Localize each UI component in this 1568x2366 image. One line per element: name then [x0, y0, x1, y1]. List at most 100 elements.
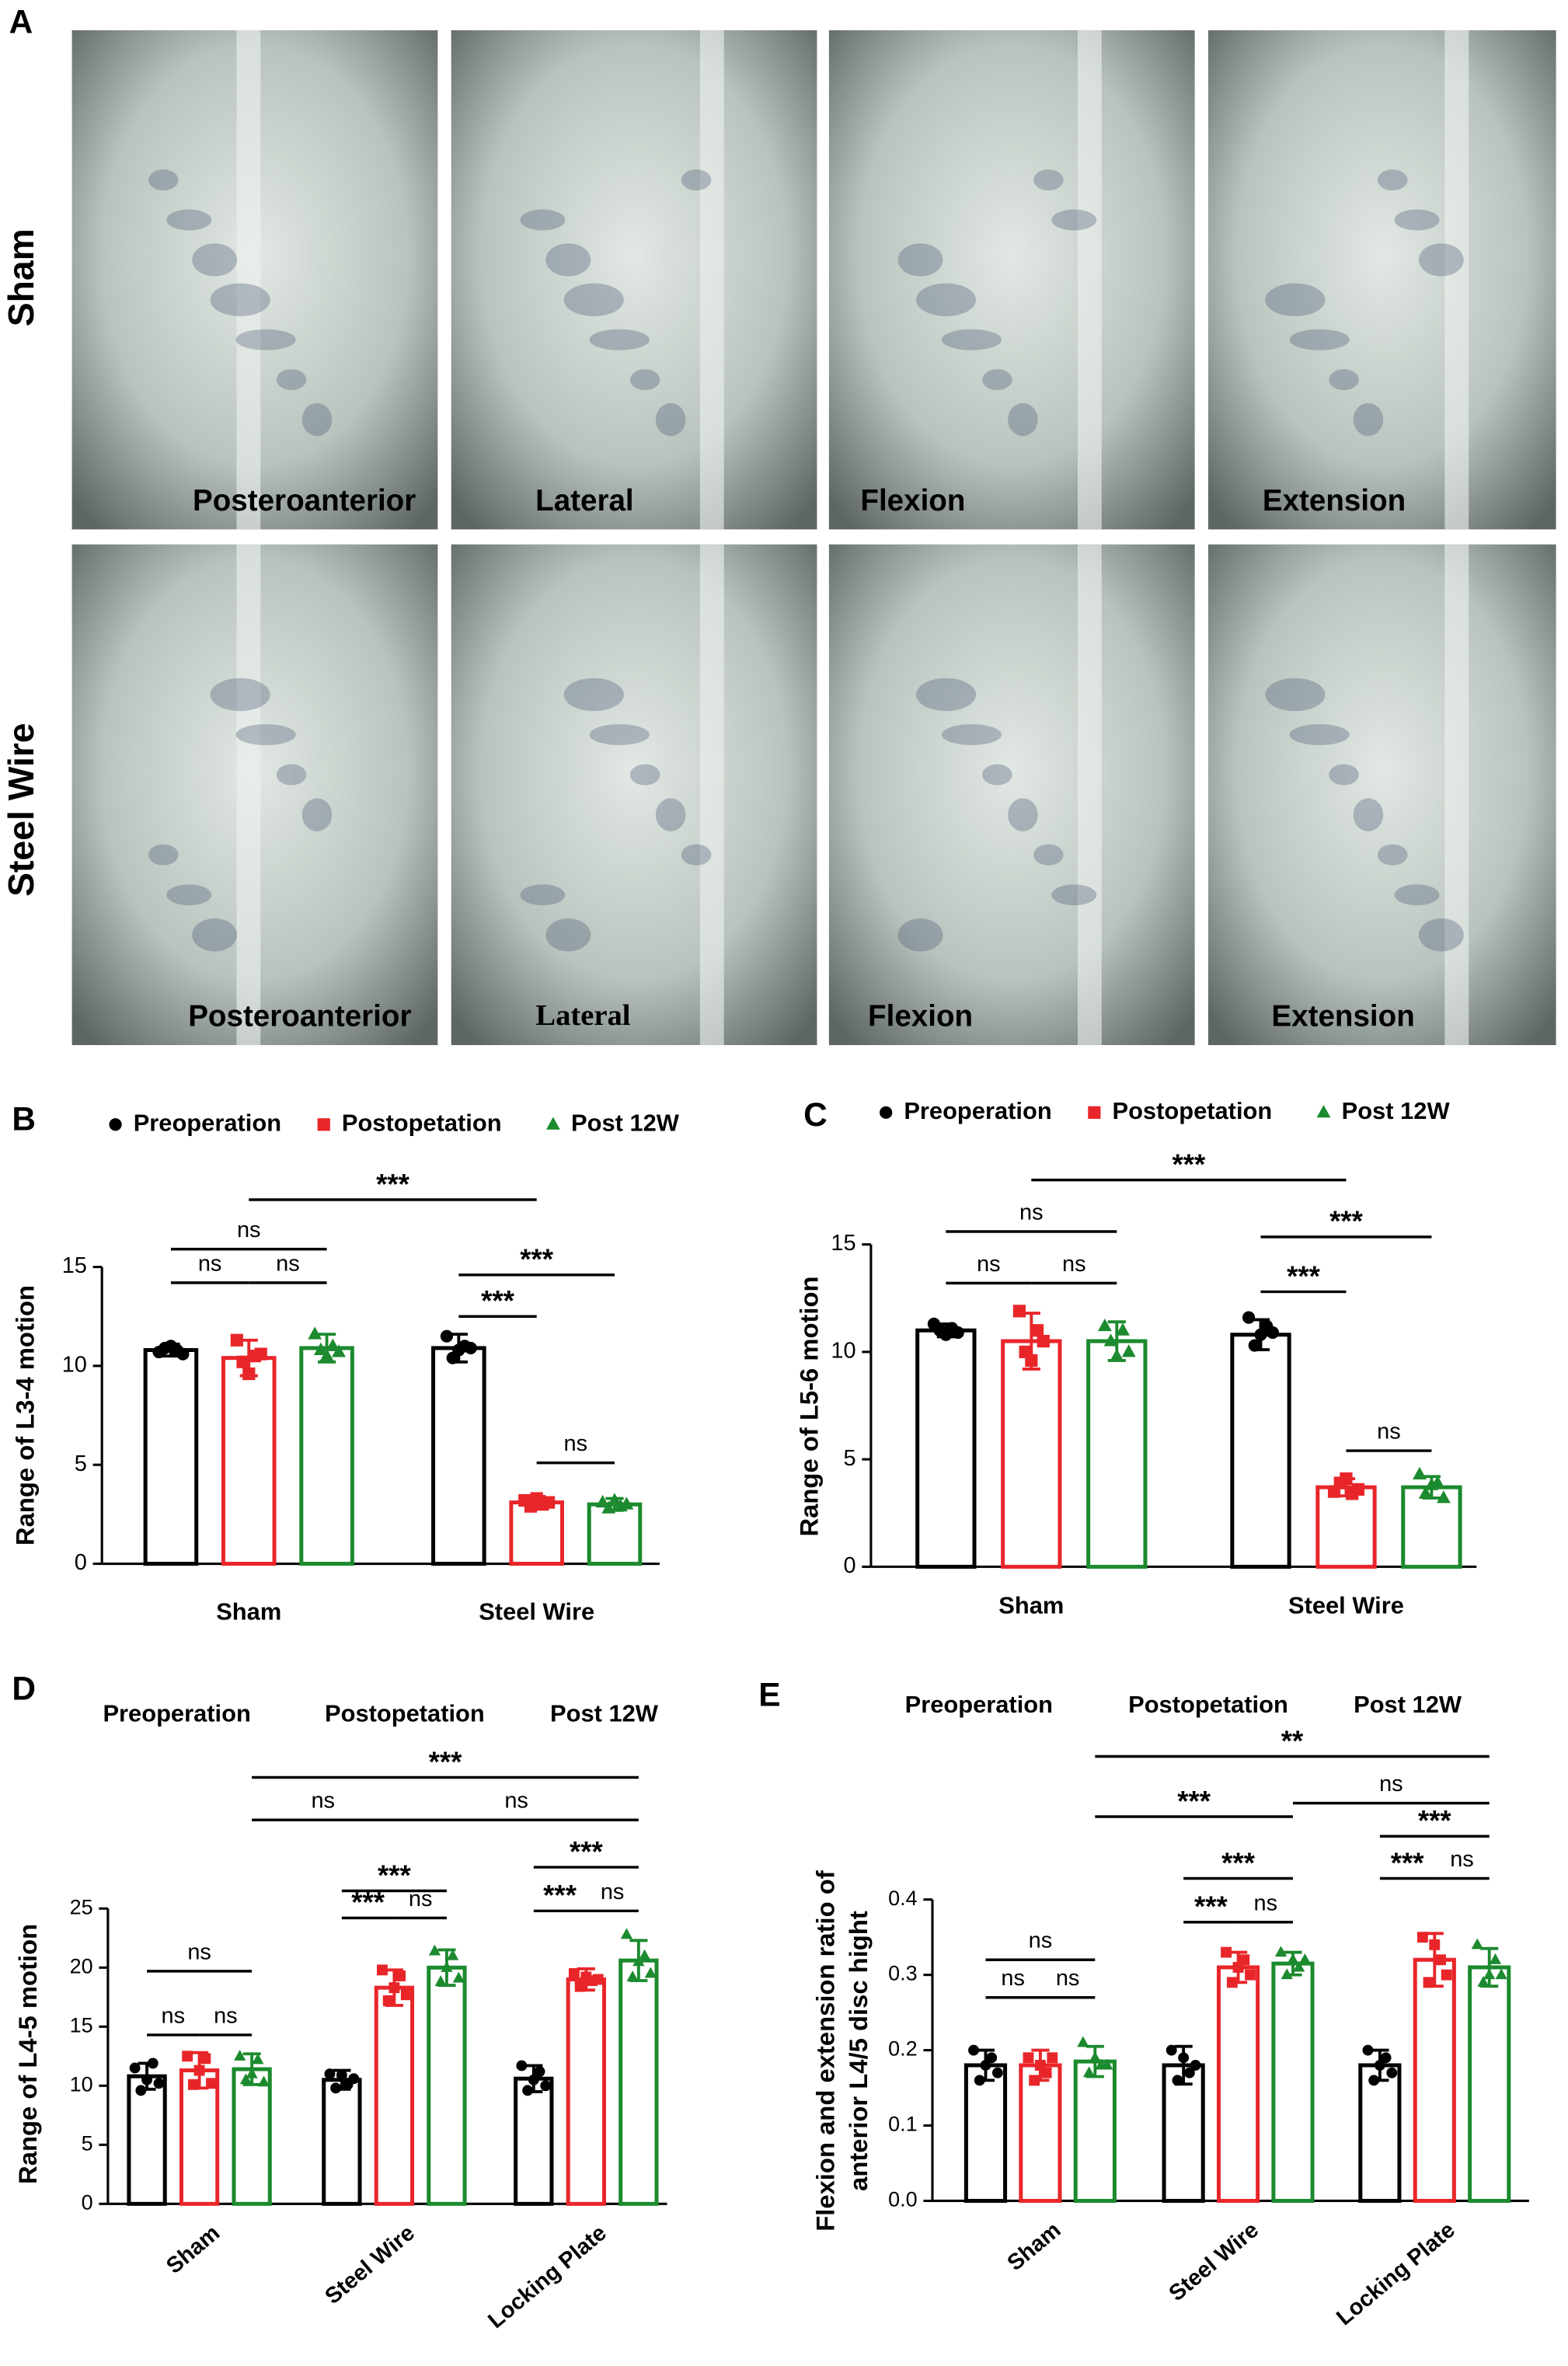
- y-tick-label: 0.3: [888, 1962, 918, 1985]
- view-label: Extension: [1263, 484, 1406, 517]
- xray-shadow: [235, 329, 296, 350]
- xray-shadow: [1051, 884, 1097, 906]
- significance-label: ns: [1253, 1890, 1277, 1915]
- significance-label: ns: [1377, 1420, 1401, 1444]
- legend-marker: [545, 1117, 560, 1130]
- data-point: [1362, 2044, 1374, 2056]
- xray-shadow: [148, 169, 179, 191]
- y-tick-label: 5: [75, 1451, 87, 1476]
- xray-shadow: [166, 884, 212, 906]
- significance-label: ***: [570, 1835, 604, 1867]
- significance-label: ***: [1177, 1785, 1211, 1817]
- data-point: [257, 2075, 270, 2087]
- data-point: [182, 2051, 193, 2062]
- data-point: [1183, 2067, 1195, 2079]
- x-tick-label: Steel Wire: [479, 1598, 594, 1625]
- xray-shadow: [1051, 209, 1097, 231]
- xray-shadow: [1289, 329, 1350, 350]
- data-point: [1082, 2066, 1096, 2078]
- legend-marker: [1316, 1105, 1331, 1118]
- data-point: [1242, 1311, 1256, 1324]
- y-tick-label: 10: [70, 2072, 93, 2096]
- bar: [514, 2076, 554, 2206]
- xray-shadow: [545, 243, 591, 277]
- data-point: [446, 1949, 459, 1960]
- row-label: Steel Wire: [1, 723, 41, 896]
- data-point: [242, 1367, 256, 1381]
- data-point: [1441, 1969, 1452, 1981]
- y-tick-label: 0.4: [888, 1887, 918, 1910]
- xray-shadow: [1353, 798, 1384, 831]
- xray-shadow: [1353, 402, 1384, 437]
- data-point: [332, 1344, 346, 1357]
- y-axis-label: Range of L3-4 motion: [10, 1285, 39, 1545]
- bar: [1413, 1957, 1456, 2203]
- view-label: Lateral: [535, 484, 634, 517]
- data-point: [1430, 1475, 1445, 1489]
- bar: [232, 2067, 272, 2206]
- data-point: [452, 1971, 465, 1983]
- significance-label: ns: [1001, 1966, 1025, 1991]
- view-label: Lateral: [535, 999, 630, 1032]
- bar: [127, 2074, 167, 2206]
- xray-shadow: [982, 369, 1012, 391]
- bar: [1468, 1965, 1511, 2203]
- data-point: [1368, 2075, 1380, 2086]
- panel-label: E: [758, 1676, 780, 1713]
- data-point: [147, 2058, 159, 2069]
- panel-label: D: [12, 1671, 36, 1707]
- data-point: [644, 1967, 657, 1978]
- data-point: [1103, 1333, 1118, 1347]
- data-point: [324, 2068, 336, 2080]
- bar: [427, 1965, 467, 2206]
- bar: [1086, 1339, 1148, 1569]
- data-point: [516, 2060, 528, 2072]
- bar: [143, 1347, 199, 1566]
- significance-label: ns: [1450, 1847, 1474, 1872]
- xray-image: [1207, 30, 1556, 530]
- xray-shadow: [1329, 369, 1359, 391]
- xray-shadow: [1289, 723, 1350, 746]
- panel-label: B: [12, 1101, 36, 1138]
- data-point: [1172, 2075, 1183, 2086]
- data-point: [326, 1338, 340, 1351]
- significance-label: ***: [520, 1243, 554, 1275]
- significance-label: ***: [1418, 1805, 1452, 1837]
- y-axis-label: Flexion and extension ratio of: [811, 1870, 840, 2232]
- data-point: [252, 2053, 264, 2065]
- data-point: [1116, 1322, 1130, 1336]
- data-point: [141, 2074, 153, 2085]
- bar: [1162, 2063, 1205, 2203]
- xray-shadow: [1329, 764, 1359, 786]
- bar: [221, 1356, 277, 1566]
- data-point: [1025, 1354, 1038, 1368]
- bar: [374, 1985, 415, 2206]
- data-point: [595, 1494, 610, 1508]
- xray-shadow: [589, 723, 650, 746]
- spine: [1077, 30, 1102, 530]
- data-point: [1166, 2044, 1177, 2056]
- x-tick-label: Steel Wire: [1288, 1592, 1404, 1619]
- significance-label: ns: [198, 1251, 222, 1276]
- significance-label: ns: [1019, 1200, 1044, 1225]
- data-point: [1418, 1486, 1433, 1499]
- significance-label: ***: [1329, 1205, 1364, 1237]
- spine: [1444, 544, 1469, 1046]
- y-axis-label: Range of L4-5 motion: [13, 1924, 42, 2184]
- data-point: [1190, 2060, 1201, 2071]
- data-point: [1281, 1968, 1293, 1980]
- data-point: [542, 1496, 556, 1509]
- y-tick-label: 0.2: [888, 2037, 918, 2061]
- data-point: [440, 1329, 454, 1343]
- data-point: [1489, 1953, 1502, 1964]
- significance-label: ***: [481, 1285, 515, 1317]
- bar: [963, 2063, 1008, 2203]
- legend-label: Postopetation: [342, 1109, 502, 1136]
- xray-shadow: [629, 369, 660, 391]
- bar: [1271, 1961, 1315, 2203]
- data-point: [1386, 2067, 1398, 2079]
- xray-shadow: [1008, 798, 1038, 831]
- data-point: [1340, 1472, 1353, 1486]
- data-point: [400, 1989, 412, 2001]
- data-point: [1298, 1953, 1312, 1964]
